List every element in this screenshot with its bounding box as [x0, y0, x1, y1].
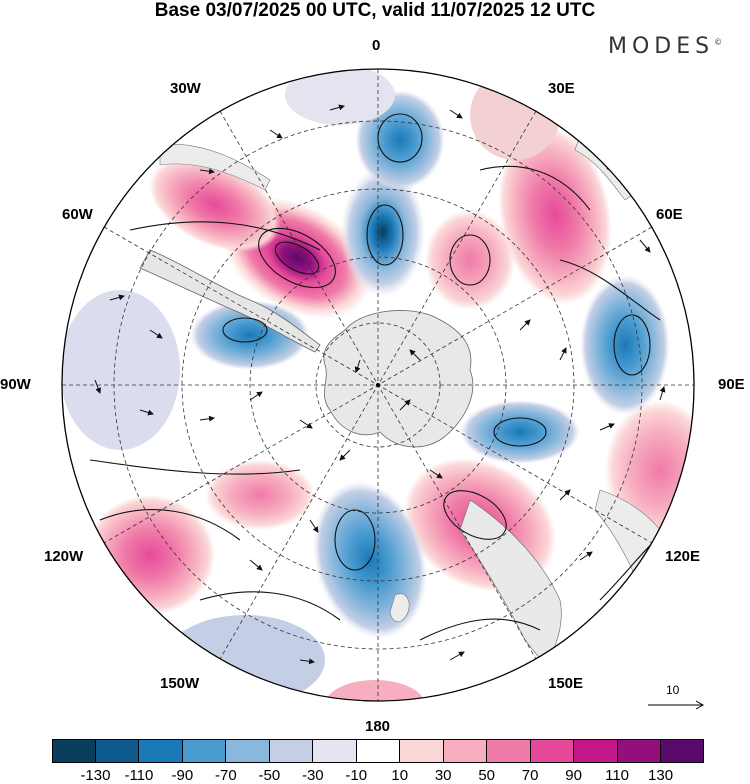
- africa-landmass: [159, 143, 271, 191]
- colorbar-tick-label: -90: [171, 767, 194, 784]
- anomaly-negative: [580, 275, 670, 415]
- lon-label-90w: 90W: [0, 376, 31, 393]
- anomaly-positive: [498, 125, 612, 305]
- brand-logo: MODES©: [608, 34, 722, 59]
- colorbar-swatch: [226, 739, 270, 763]
- lon-label-120e: 120E: [665, 548, 701, 565]
- colorbar-swatch: [443, 739, 488, 763]
- colorbar-swatch: [400, 739, 444, 763]
- colorbar-swatch: [95, 739, 140, 763]
- colorbar-swatch: [574, 739, 618, 763]
- colorbar-swatch: [139, 739, 183, 763]
- south-america-landmass: [139, 249, 321, 353]
- map-boundary: [61, 68, 695, 702]
- lon-label-90e: 90E: [718, 376, 745, 393]
- colorbar-tick-label: 70: [521, 767, 539, 784]
- colorbar-swatch: [356, 739, 401, 763]
- colorbar-swatch: [661, 739, 704, 763]
- colorbar-tick-label: -50: [258, 767, 281, 784]
- anomaly-positive: [425, 210, 515, 310]
- colorbar-tick-label: 110: [605, 767, 630, 784]
- lon-label-0: 0: [372, 37, 381, 54]
- colorbar-tick-label: -110: [124, 767, 154, 784]
- anomaly-positive: [325, 680, 425, 701]
- anomaly-negative: [460, 400, 580, 464]
- reference-arrow-icon: [648, 700, 705, 710]
- colorbar-tick-label: 50: [478, 767, 495, 784]
- colorbar-tick-label: -130: [80, 767, 111, 784]
- colorbar-tick-label: -10: [345, 767, 368, 784]
- lon-label-60e: 60E: [656, 206, 683, 223]
- brand-name: MODES: [608, 34, 715, 59]
- anomaly-negative: [341, 167, 425, 297]
- lon-label-150w: 150W: [160, 675, 200, 692]
- anomaly-negative: [285, 69, 395, 125]
- lon-label-60w: 60W: [62, 206, 93, 223]
- colorbar-tick-label: 130: [648, 767, 674, 784]
- brand-mark: ©: [714, 37, 723, 47]
- anomaly-positive: [85, 495, 215, 615]
- colorbar-swatch: [313, 739, 357, 763]
- colorbar-swatch: [530, 739, 575, 763]
- antarctica-landmass: [323, 310, 474, 448]
- anomaly-positive: [470, 70, 560, 160]
- reference-vector: 10: [646, 683, 706, 713]
- anomaly-negative: [62, 290, 180, 450]
- chart-title: Base 03/07/2025 00 UTC, valid 11/07/2025…: [154, 0, 596, 21]
- lon-label-120w: 120W: [44, 548, 84, 565]
- wind-streamlines: [89, 113, 681, 641]
- lon-label-180: 180: [365, 718, 391, 735]
- anomaly-positive: [205, 460, 315, 530]
- reference-vector-label: 10: [666, 683, 680, 697]
- colorbar-tick-label: -30: [301, 767, 324, 784]
- colorbar-swatch: [487, 739, 531, 763]
- colorbar-tick-label: -70: [215, 767, 237, 784]
- colorbar-tick-label: 90: [565, 767, 582, 784]
- colorbar-tick-label: 30: [434, 767, 452, 784]
- colorbar: [52, 739, 704, 763]
- lon-label-30w: 30W: [170, 80, 201, 97]
- lon-label-150e: 150E: [548, 675, 584, 692]
- australia-landmass: [459, 499, 562, 666]
- colorbar-swatch: [617, 739, 662, 763]
- colorbar-tick-label: 10: [391, 767, 409, 784]
- lon-label-30e: 30E: [548, 80, 575, 97]
- colorbar-swatch: [52, 739, 96, 763]
- colorbar-swatch: [182, 739, 227, 763]
- new-zealand-landmass: [389, 593, 410, 623]
- map-field: [62, 69, 694, 701]
- colorbar-swatch: [269, 739, 314, 763]
